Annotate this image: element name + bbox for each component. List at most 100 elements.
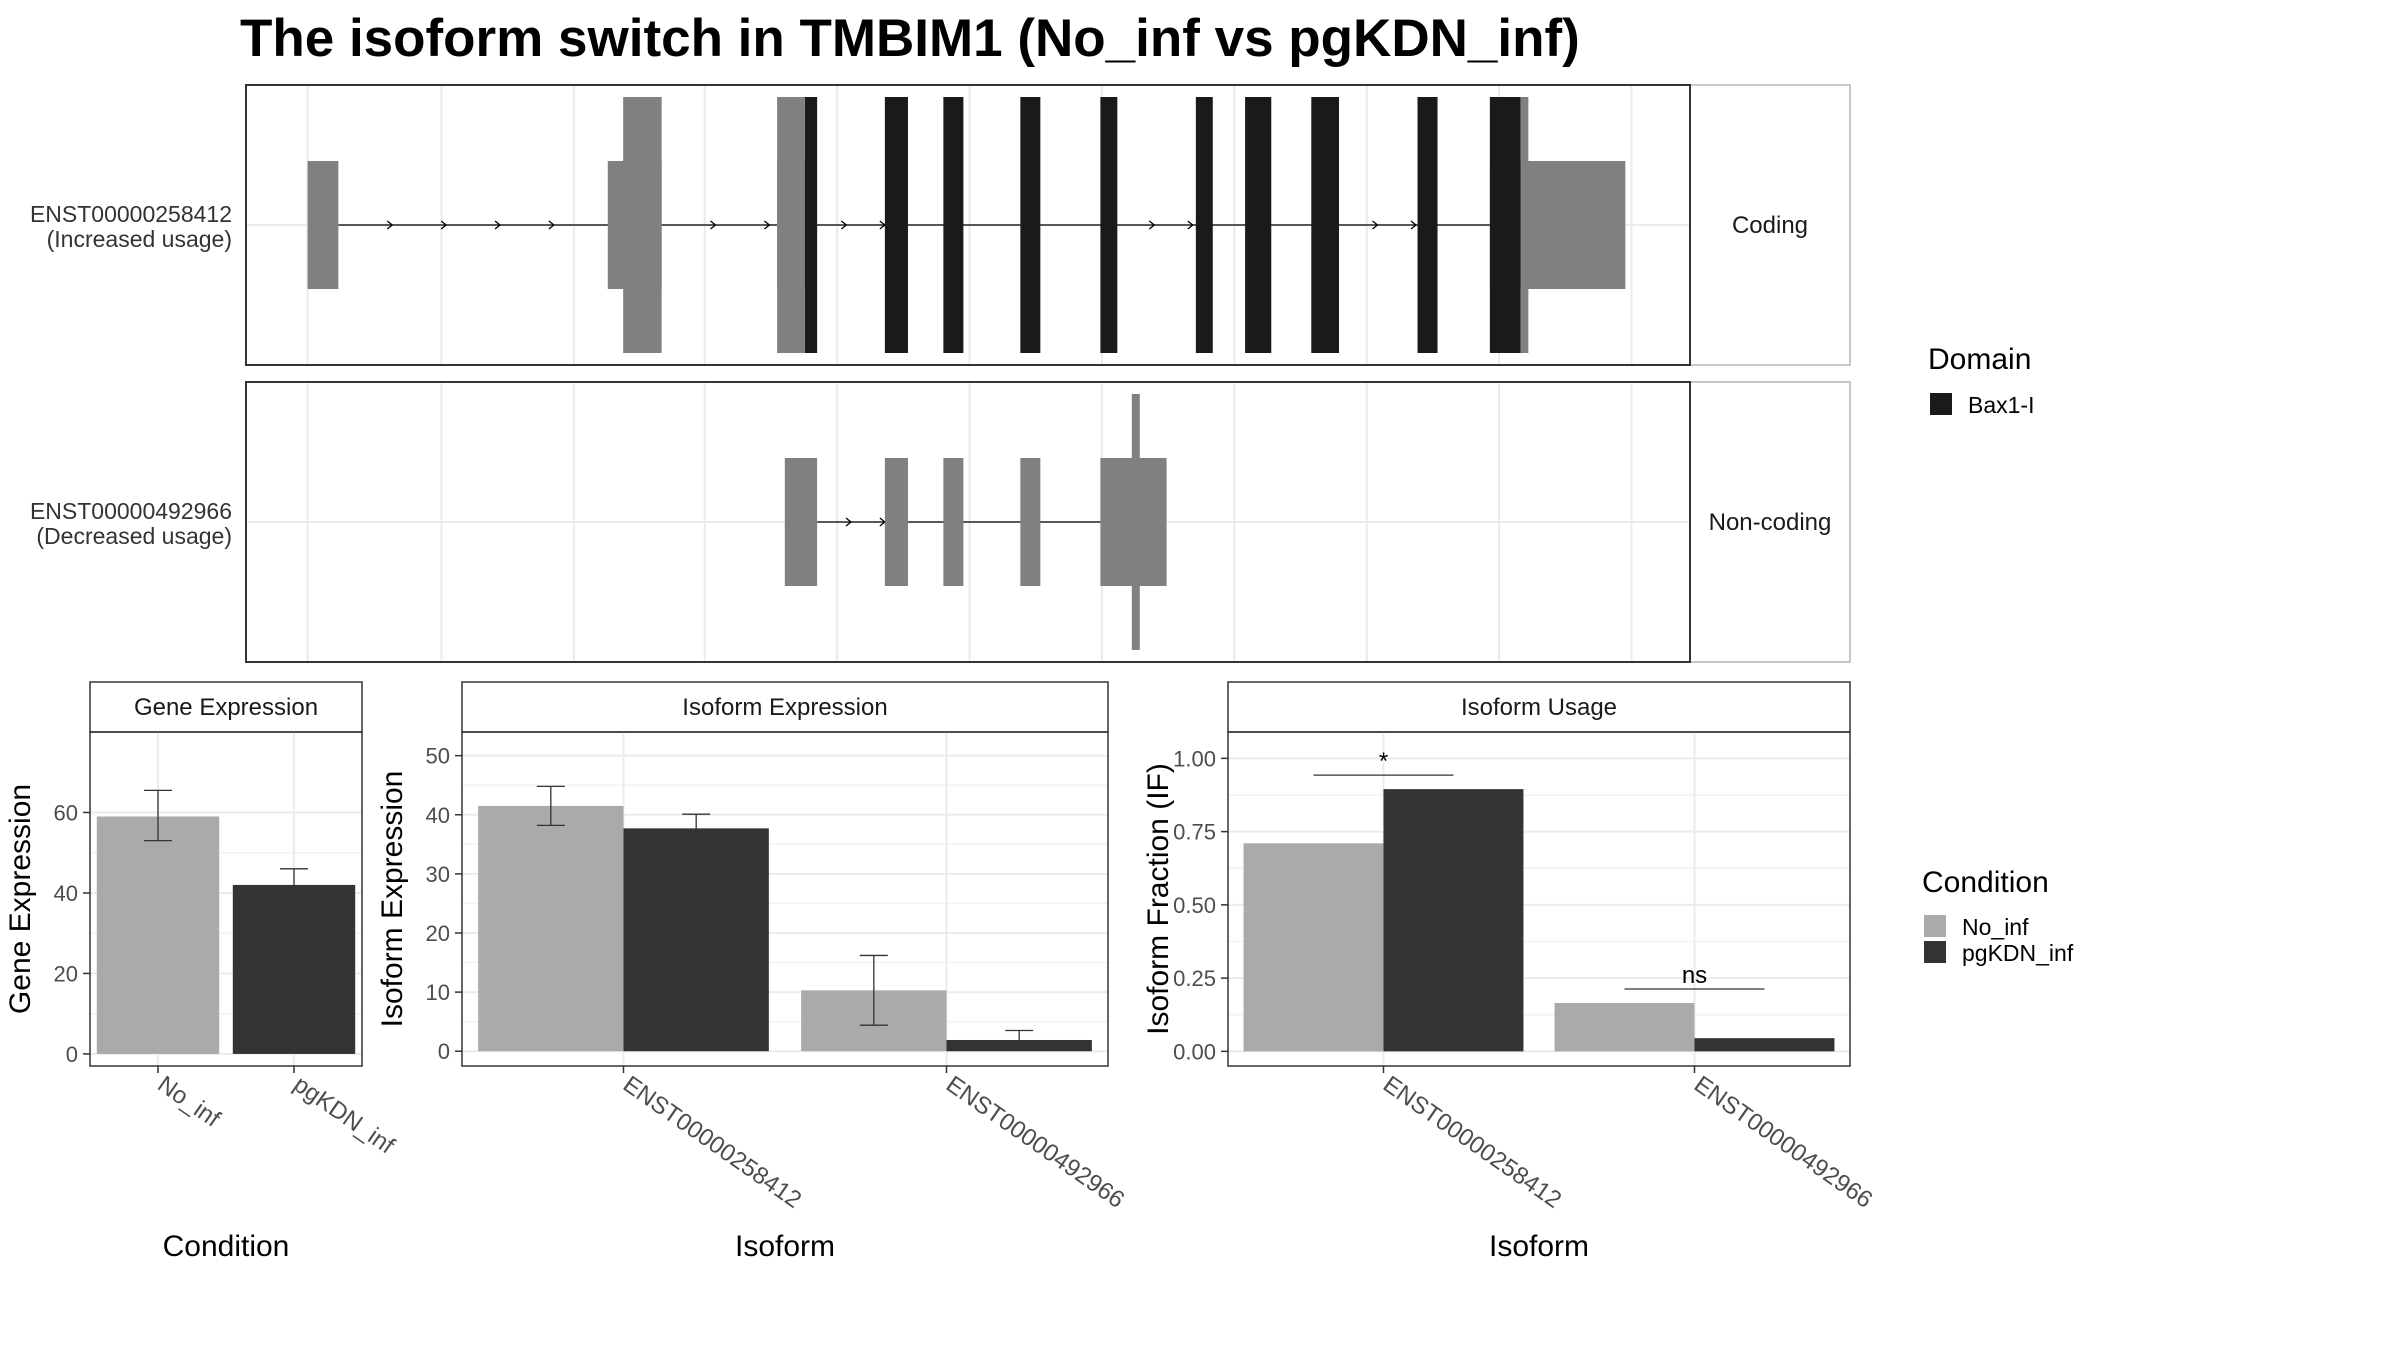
intron-direction-arrow xyxy=(710,220,717,230)
y-tick-label: 40 xyxy=(54,881,78,906)
exon-block xyxy=(1020,458,1041,586)
intron-direction-arrow xyxy=(845,517,853,527)
error-bar xyxy=(682,813,711,843)
error-bar xyxy=(859,954,888,1026)
y-tick-label: 10 xyxy=(426,980,450,1005)
y-axis-title: Gene Expression xyxy=(4,784,37,1014)
coding-utr-segment xyxy=(623,97,662,353)
intron-direction-arrow xyxy=(548,220,555,230)
chart-strip xyxy=(89,681,363,733)
condition-legend-label-pgkdn-inf: pgKDN_inf xyxy=(1962,940,2074,966)
y-tick-label: 0 xyxy=(438,1039,450,1064)
chart-gene-expression: Gene Expression 0 20 40 60 No_inf pgKDN_inf Con… xyxy=(4,681,400,1263)
isoform-structure-panel: Coding ENST00000258412(Increased usage) No… xyxy=(30,84,1851,663)
bar-pgkdn-inf xyxy=(232,884,356,1054)
bar-no-inf xyxy=(478,805,624,1052)
strip-label: Non-coding xyxy=(1709,509,1832,536)
intron-direction-arrow xyxy=(440,220,448,230)
plot-border xyxy=(461,731,1109,1067)
x-tick-label: ENST00000258412 xyxy=(1378,1071,1566,1214)
y-tick-label: 30 xyxy=(426,862,450,887)
y-tick-label: 40 xyxy=(426,803,450,828)
strip-coding xyxy=(1689,84,1851,366)
x-axis-title: Condition xyxy=(163,1230,290,1263)
domain-exon-bax1-i xyxy=(943,97,964,353)
plot-border xyxy=(89,731,363,1067)
y-tick-label: 0.00 xyxy=(1173,1039,1216,1064)
chart-strip xyxy=(1227,681,1851,733)
y-tick-label: 20 xyxy=(54,961,78,986)
y-tick-label: 0.75 xyxy=(1173,820,1216,845)
intron-direction-arrow xyxy=(764,220,771,230)
domain-legend-title: Domain xyxy=(1928,343,2031,376)
chart-isoform-expression: Isoform Expression 0 10 20 30 40 50 ENST0000025… xyxy=(376,681,1129,1263)
coding-utr-segment xyxy=(1520,97,1529,353)
y-tick-label: 0.50 xyxy=(1173,893,1216,918)
domain-exon-bax1-i xyxy=(1489,97,1521,353)
isoform-label-id: ENST00000258412 xyxy=(30,201,232,227)
exon-block xyxy=(784,458,818,586)
domain-legend-key-bax1-i xyxy=(1930,393,1952,415)
chart-strip-label: Isoform Usage xyxy=(1461,694,1617,721)
exon-block xyxy=(884,458,908,586)
y-tick-label: 50 xyxy=(426,744,450,769)
condition-legend-title: Condition xyxy=(1922,866,2049,899)
y-axis-title: Isoform Expression xyxy=(376,771,409,1028)
expression-charts: Gene Expression 0 20 40 60 No_inf pgKDN_inf Con… xyxy=(4,681,1877,1263)
transcript-marker-tick xyxy=(1131,394,1140,650)
exon-block xyxy=(307,161,339,289)
error-bar xyxy=(536,785,565,827)
y-tick-label: 20 xyxy=(426,921,450,946)
chart-strip xyxy=(461,681,1109,733)
isoform-label-id: ENST00000492966 xyxy=(30,498,232,524)
domain-exon-bax1-i xyxy=(1417,97,1438,353)
y-tick-label: 0.25 xyxy=(1173,966,1216,991)
x-tick-label: ENST00000492966 xyxy=(1689,1071,1877,1214)
x-axis-title: Isoform xyxy=(735,1230,835,1263)
x-tick-label: ENST00000492966 xyxy=(941,1071,1129,1214)
chart-isoform-usage: Isoform Usage 0.00 0.25 0.50 0.75 1.00 * ns ENST… xyxy=(1142,681,1877,1263)
significance-label: ns xyxy=(1682,962,1707,989)
strip-non-coding xyxy=(1689,381,1851,663)
bar-no-inf xyxy=(1243,843,1384,1052)
isoform-label-usage: (Increased usage) xyxy=(47,226,232,252)
intron-direction-arrow xyxy=(1187,220,1194,230)
x-tick-label: No_inf xyxy=(153,1071,226,1133)
condition-legend: Condition No_inf pgKDN_inf xyxy=(1922,866,2074,966)
x-tick-label: ENST00000258412 xyxy=(618,1071,806,1214)
plot-border xyxy=(1227,731,1851,1067)
coding-utr-segment xyxy=(777,97,805,353)
structure-panel-border xyxy=(245,84,1691,366)
bar-no-inf xyxy=(96,816,220,1054)
intron-direction-arrow xyxy=(1372,220,1379,230)
domain-exon-bax1-i xyxy=(1245,97,1272,353)
condition-legend-key-pgkdn-inf xyxy=(1924,941,1946,963)
bar-pgkdn-inf xyxy=(1383,789,1524,1052)
error-bar xyxy=(1005,1029,1034,1049)
domain-legend-label-bax1-i: Bax1-I xyxy=(1968,392,2034,418)
intron-direction-arrow xyxy=(840,220,848,230)
bar-pgkdn-inf xyxy=(623,828,769,1052)
y-tick-label: 60 xyxy=(54,800,78,825)
figure-title: The isoform switch in TMBIM1 (No_inf vs … xyxy=(240,9,1580,68)
isoform-label-usage: (Decreased usage) xyxy=(36,523,232,549)
error-bar xyxy=(144,789,172,842)
domain-exon-bax1-i xyxy=(804,97,818,353)
structure-panel-border xyxy=(245,381,1691,663)
intron-direction-arrow xyxy=(1410,220,1418,230)
y-tick-label: 0 xyxy=(66,1042,78,1067)
intron-direction-arrow xyxy=(494,220,502,230)
domain-exon-bax1-i xyxy=(1311,97,1340,353)
x-axis-title: Isoform xyxy=(1489,1230,1589,1263)
domain-exon-bax1-i xyxy=(1100,97,1118,353)
bar-pgkdn-inf xyxy=(1694,1038,1835,1052)
y-axis-title: Isoform Fraction (IF) xyxy=(1142,763,1175,1035)
significance-label: * xyxy=(1379,748,1388,775)
x-tick-label: pgKDN_inf xyxy=(289,1071,400,1160)
domain-exon-bax1-i xyxy=(884,97,908,353)
strip-label: Coding xyxy=(1732,212,1808,239)
domain-legend: Domain Bax1-I xyxy=(1928,343,2034,418)
intron-direction-arrow xyxy=(1148,220,1156,230)
chart-strip-label: Gene Expression xyxy=(134,694,318,721)
